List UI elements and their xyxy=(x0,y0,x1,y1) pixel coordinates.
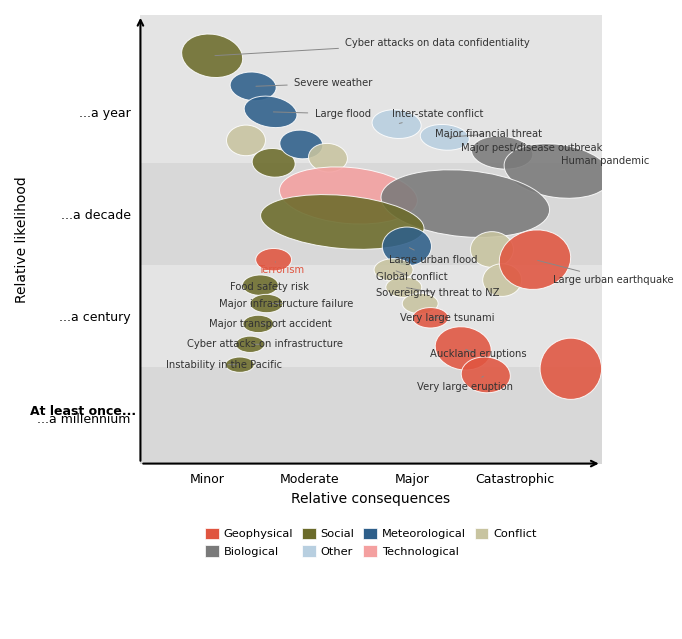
Text: Large urban flood: Large urban flood xyxy=(389,248,478,265)
Ellipse shape xyxy=(499,230,571,289)
Ellipse shape xyxy=(374,259,413,281)
Ellipse shape xyxy=(236,336,265,353)
Legend: Geophysical, Biological, Social, Other, Meteorological, Technological, Conflict: Geophysical, Biological, Social, Other, … xyxy=(201,523,541,561)
Ellipse shape xyxy=(226,125,265,156)
Ellipse shape xyxy=(242,275,278,295)
Text: Food safety risk: Food safety risk xyxy=(230,282,308,292)
Ellipse shape xyxy=(226,357,254,373)
Text: Human pandemic: Human pandemic xyxy=(560,156,649,171)
Ellipse shape xyxy=(461,357,510,393)
Ellipse shape xyxy=(252,148,295,177)
Text: Instability in the Pacific: Instability in the Pacific xyxy=(166,360,282,370)
Text: Very large eruption: Very large eruption xyxy=(417,376,513,392)
Y-axis label: Relative likelihood: Relative likelihood xyxy=(15,176,29,303)
Bar xyxy=(140,15,602,163)
Bar xyxy=(140,163,602,265)
Ellipse shape xyxy=(435,327,491,370)
Ellipse shape xyxy=(483,264,522,296)
Ellipse shape xyxy=(471,136,533,169)
Ellipse shape xyxy=(402,293,438,314)
Text: Cyber attacks on data confidentiality: Cyber attacks on data confidentiality xyxy=(215,38,530,56)
Ellipse shape xyxy=(244,96,297,128)
Text: Terrorism: Terrorism xyxy=(258,262,304,275)
Ellipse shape xyxy=(413,307,448,328)
Ellipse shape xyxy=(230,72,276,101)
Text: Sovereignty threat to NZ: Sovereignty threat to NZ xyxy=(376,288,500,298)
Text: Large flood: Large flood xyxy=(273,109,371,119)
Ellipse shape xyxy=(381,170,550,238)
Ellipse shape xyxy=(250,295,283,312)
Ellipse shape xyxy=(471,232,514,267)
Ellipse shape xyxy=(256,249,292,271)
Bar xyxy=(140,367,602,463)
Ellipse shape xyxy=(280,167,417,224)
Text: Major infrastructure failure: Major infrastructure failure xyxy=(220,298,354,309)
Text: Cyber attacks on infrastructure: Cyber attacks on infrastructure xyxy=(187,339,342,350)
Ellipse shape xyxy=(383,227,432,266)
Text: At least once...: At least once... xyxy=(30,404,136,418)
Ellipse shape xyxy=(504,144,611,198)
Text: Auckland eruptions: Auckland eruptions xyxy=(430,350,527,360)
Ellipse shape xyxy=(261,195,424,249)
Ellipse shape xyxy=(280,130,323,159)
Text: Global conflict: Global conflict xyxy=(376,271,448,282)
Text: Major financial threat: Major financial threat xyxy=(434,129,542,139)
Ellipse shape xyxy=(420,125,469,150)
Ellipse shape xyxy=(372,110,421,139)
Ellipse shape xyxy=(243,315,273,332)
Text: Major pest/disease outbreak: Major pest/disease outbreak xyxy=(461,142,603,153)
Text: Very large tsunami: Very large tsunami xyxy=(400,313,494,323)
X-axis label: Relative consequences: Relative consequences xyxy=(291,492,451,506)
Text: Inter-state conflict: Inter-state conflict xyxy=(391,109,483,123)
Text: Major transport accident: Major transport accident xyxy=(209,319,332,329)
Ellipse shape xyxy=(308,143,347,172)
Ellipse shape xyxy=(181,34,243,77)
Text: Severe weather: Severe weather xyxy=(256,79,372,88)
Ellipse shape xyxy=(540,338,602,399)
Bar xyxy=(140,265,602,367)
Ellipse shape xyxy=(386,277,421,297)
Text: Large urban earthquake: Large urban earthquake xyxy=(537,260,674,285)
